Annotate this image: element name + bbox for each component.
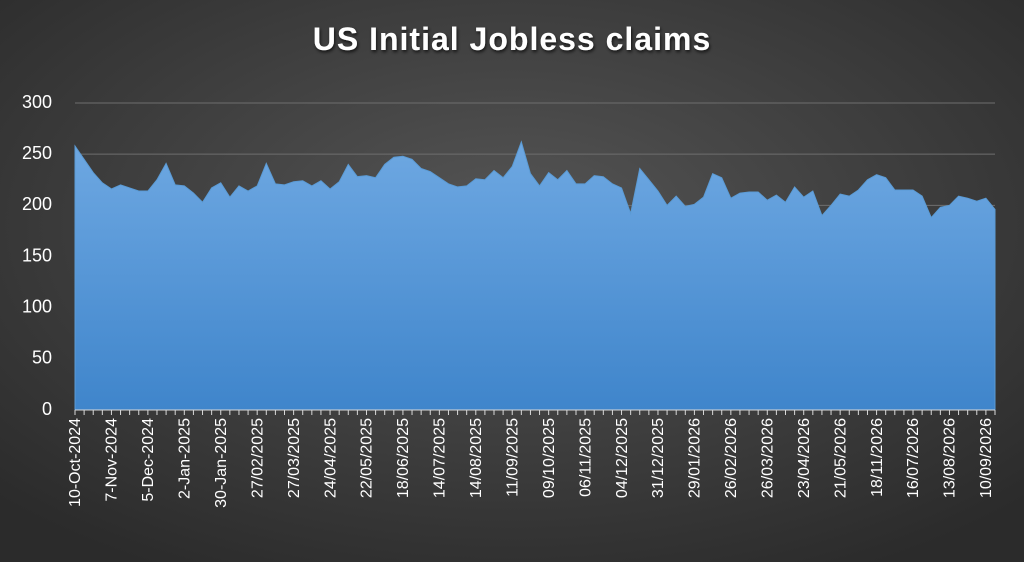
x-tick-label: 22/05/2025	[359, 418, 376, 498]
x-tick-label: 24/04/2025	[322, 418, 339, 498]
y-tick-label: 250	[22, 143, 52, 163]
x-tick-label: 14/07/2025	[432, 418, 449, 498]
y-tick-label: 150	[22, 245, 52, 265]
y-tick-label: 100	[22, 296, 52, 316]
x-tick-label: 2-Jan-2025	[177, 418, 194, 499]
x-tick-label: 10-Oct-2024	[67, 418, 84, 507]
x-tick-label: 7-Nov-2024	[104, 418, 121, 502]
y-tick-label: 200	[22, 194, 52, 214]
x-tick-label: 27/02/2025	[249, 418, 266, 498]
x-tick-label: 5-Dec-2024	[140, 418, 157, 502]
x-tick-label: 27/03/2025	[286, 418, 303, 498]
x-tick-label: 09/10/2025	[541, 418, 558, 498]
x-tick-label: 14/08/2025	[468, 418, 485, 498]
x-tick-label: 30-Jan-2025	[213, 418, 230, 508]
x-tick-label: 04/12/2025	[614, 418, 631, 498]
x-tick-label: 06/11/2025	[577, 418, 594, 497]
y-tick-label: 50	[32, 348, 52, 368]
x-tick-label: 11/09/2025	[504, 418, 521, 497]
y-tick-label: 0	[42, 399, 52, 419]
x-tick-label: 29/01/2026	[687, 418, 704, 498]
area	[74, 140, 996, 411]
chart-title: US Initial Jobless claims	[313, 21, 711, 57]
x-tick-label: 10/09/2026	[978, 418, 995, 498]
x-tick-label: 16/07/2026	[905, 418, 922, 498]
x-tick-label: 13/08/2026	[942, 418, 959, 498]
x-tick-label: 21/05/2026	[832, 418, 849, 498]
x-tick-label: 23/04/2026	[796, 418, 813, 498]
x-tick-label: 18/06/2025	[395, 418, 412, 498]
x-tick-label: 26/03/2026	[759, 418, 776, 498]
x-tick-label: 18/11/2026	[869, 418, 886, 497]
x-tick-label: 26/02/2026	[723, 418, 740, 498]
x-tick-label: 31/12/2025	[650, 418, 667, 498]
y-tick-label: 300	[22, 92, 52, 112]
